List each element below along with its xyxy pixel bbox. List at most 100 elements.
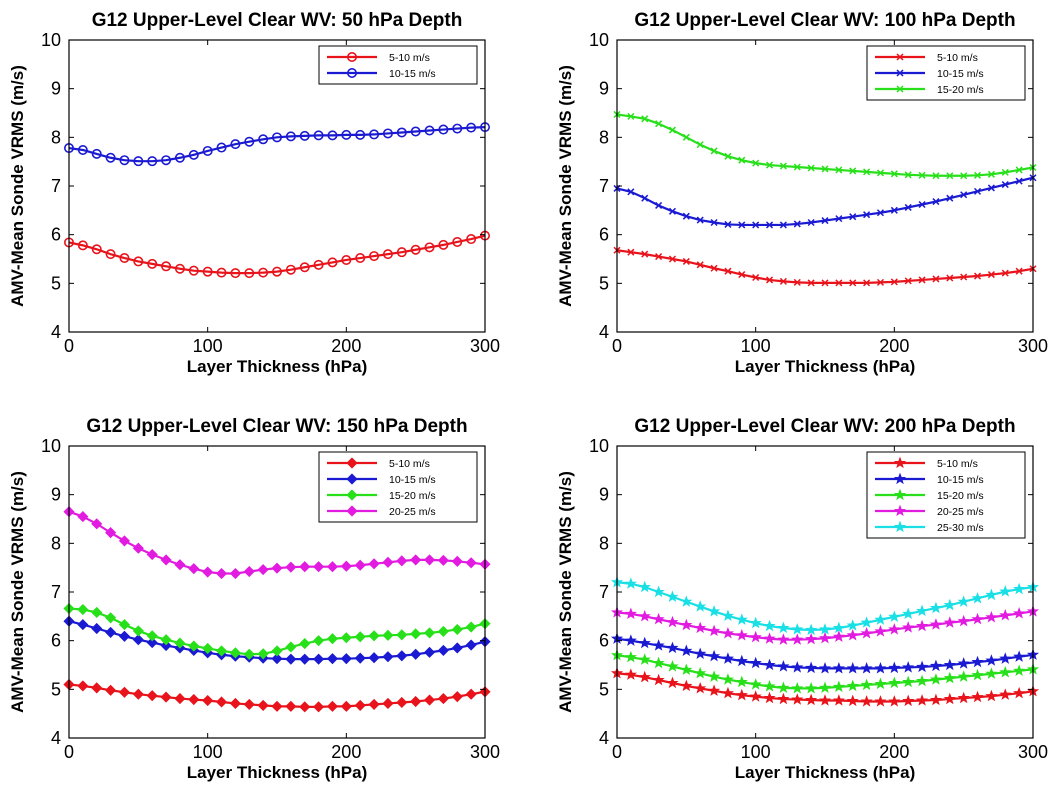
y-tick-label: 7 (51, 582, 61, 602)
data-point (382, 556, 394, 568)
data-point (971, 612, 984, 625)
data-point (132, 688, 144, 700)
data-point (451, 691, 463, 703)
data-point (929, 618, 942, 630)
data-point (876, 169, 884, 177)
x-tick-label: 100 (193, 742, 223, 762)
data-point (890, 206, 898, 214)
data-point (452, 236, 463, 247)
y-tick-label: 10 (589, 436, 609, 456)
data-point (960, 172, 968, 180)
x-tick-label: 0 (64, 742, 74, 762)
data-point (230, 139, 241, 150)
data-point (793, 278, 801, 286)
data-point (354, 699, 366, 711)
data-point (752, 159, 760, 167)
data-point (821, 165, 829, 173)
data-point (777, 621, 790, 634)
data-point (465, 621, 477, 633)
data-point (779, 221, 787, 229)
data-point (668, 255, 676, 263)
data-point (146, 637, 158, 649)
data-point (960, 273, 968, 281)
x-tick-label: 100 (193, 336, 223, 356)
data-point (257, 564, 269, 576)
data-point (285, 561, 297, 573)
data-point (807, 218, 815, 227)
data-point (437, 693, 449, 705)
data-point (451, 623, 463, 636)
data-point (369, 251, 380, 262)
data-point (863, 168, 871, 176)
data-point (846, 679, 859, 692)
data-point (749, 616, 762, 629)
data-point (985, 667, 998, 679)
data-point (257, 648, 269, 660)
legend-marker (896, 53, 904, 61)
data-point (118, 686, 131, 698)
legend-marker (893, 472, 907, 485)
data-point (696, 216, 704, 224)
legend-marker (346, 505, 358, 517)
data-point (863, 279, 871, 287)
data-point (215, 567, 228, 580)
data-point (118, 619, 131, 631)
data-point (957, 595, 970, 607)
data-point (846, 619, 859, 631)
data-point (846, 662, 859, 674)
data-point (987, 170, 995, 178)
data-point (465, 557, 477, 569)
data-point (77, 511, 89, 523)
data-point (863, 211, 871, 219)
data-point (627, 188, 635, 196)
legend: 5-10 m/s 10-15 m/s 15-20 m/s (866, 45, 1026, 101)
data-point (999, 652, 1012, 664)
data-point (174, 693, 186, 705)
data-point (243, 698, 255, 710)
data-point (652, 673, 665, 686)
data-point (932, 198, 940, 206)
data-point (326, 653, 339, 665)
data-point (271, 132, 282, 143)
data-point (929, 659, 942, 672)
data-point (146, 548, 158, 561)
data-point (846, 628, 859, 641)
data-point (694, 647, 707, 659)
data-point (1013, 607, 1026, 619)
data-point (243, 648, 255, 660)
x-axis-label: Layer Thickness (hPa) (187, 357, 367, 376)
data-point (340, 653, 352, 665)
data-point (437, 554, 449, 566)
x-tick-label: 200 (879, 742, 909, 762)
data-point (777, 633, 790, 645)
data-point (849, 213, 857, 221)
data-point (641, 250, 649, 258)
data-point (721, 686, 734, 699)
data-point (244, 268, 255, 279)
data-point (341, 129, 352, 140)
data-point (791, 682, 804, 694)
data-point (188, 149, 199, 160)
legend-marker (346, 489, 358, 501)
data-point (821, 217, 829, 225)
data-point (832, 662, 845, 674)
data-point (763, 691, 776, 704)
data-point (202, 642, 214, 655)
data-point (735, 675, 748, 688)
data-point (410, 628, 422, 640)
data-point (832, 694, 845, 706)
data-point (904, 171, 912, 179)
data-point (229, 567, 241, 580)
data-point (91, 518, 103, 530)
data-point (749, 690, 762, 702)
data-point (708, 649, 721, 662)
data-point (777, 692, 790, 705)
data-point (916, 660, 929, 673)
data-point (160, 639, 172, 652)
data-point (999, 665, 1012, 678)
data-point (396, 555, 408, 567)
x-axis-label: Layer Thickness (hPa) (735, 357, 915, 376)
data-point (313, 259, 324, 270)
data-point (721, 673, 734, 685)
